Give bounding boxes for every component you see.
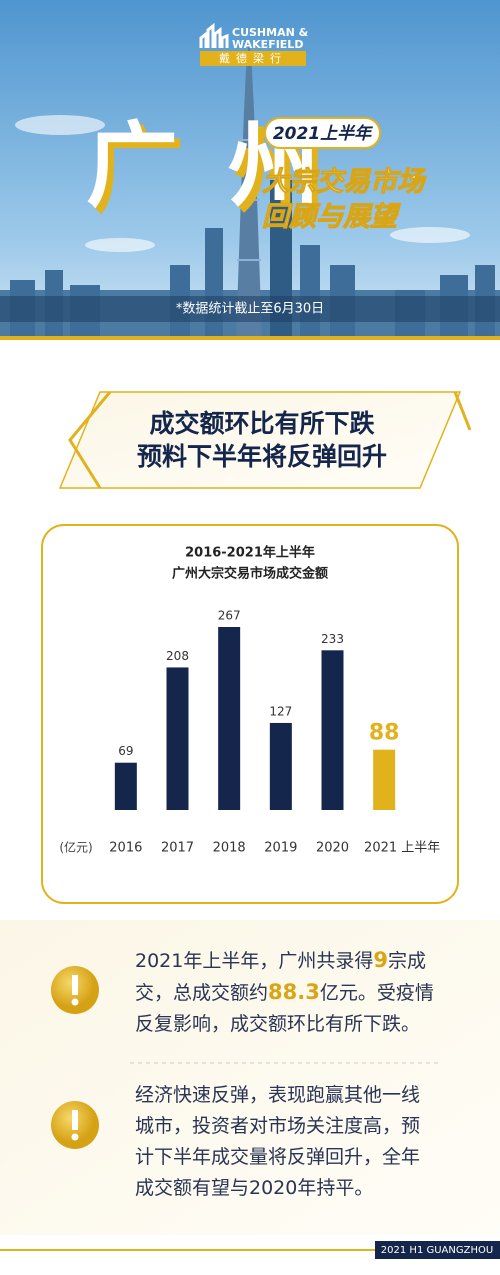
chart-subtitle: 广州大宗交易市场成交金额 <box>172 566 328 582</box>
x-tick-label: 2021 上半年 <box>364 841 440 856</box>
footer-box <box>375 1241 500 1259</box>
icon <box>51 966 99 1014</box>
bar <box>321 650 344 810</box>
x-tick-label: 2020 <box>316 841 349 856</box>
x-tick-label: 2018 <box>213 841 246 856</box>
paragraph-text: 2021年上半年，广州共录得 <box>135 950 374 972</box>
header-title: 大宗交易市场 <box>262 167 427 198</box>
unit: (亿元) <box>59 840 92 855</box>
clouds <box>15 115 470 252</box>
value-label: 127 <box>269 704 292 718</box>
header-line <box>0 336 500 340</box>
x-tick-label: 2019 <box>264 841 297 856</box>
paragraph-text: 88.3 <box>268 980 320 1004</box>
x-tick-label: 2016 <box>109 841 142 856</box>
note: *数据统计截止至6月30日 <box>176 302 324 317</box>
paragraph-text: 亿元。受疫情反复影响，成交额环比有所下跌。 <box>135 982 434 1035</box>
logo-en: WAKEFIELD <box>232 38 303 51</box>
bar <box>269 722 292 810</box>
chart-title: 2016-2021年上半年 <box>185 545 315 561</box>
value-label: 88 <box>369 721 400 746</box>
footer: 2021 H1 GUANGZHOU <box>381 1245 493 1256</box>
headline-frame <box>58 391 472 489</box>
header-title: 回顾与展望 <box>262 202 401 233</box>
headline: 预料下半年将反弹回升 <box>137 442 387 471</box>
paragraph-text: 宗成交，总成交额约 <box>135 950 426 1004</box>
x-tick-label: 2017 <box>161 841 194 856</box>
logo-cn: 戴德梁行 <box>219 51 287 65</box>
note-strip <box>0 296 500 322</box>
paragraph: 2021年上半年，广州共录得9宗成交，总成交额约88.3亿元。受疫情反复影响，成… <box>135 945 435 1040</box>
bar <box>166 667 189 810</box>
bar <box>114 762 137 810</box>
headline: 成交额环比有所下跌 <box>149 409 374 438</box>
bar <box>218 627 241 810</box>
value-label: 233 <box>321 632 344 646</box>
paragraph-text: 经济快速反弹，表现跑赢其他一线城市，投资者对市场关注度高，预计下半年成交量将反弹… <box>135 1084 421 1199</box>
paragraph: 经济快速反弹，表现跑赢其他一线城市，投资者对市场关注度高，预计下半年成交量将反弹… <box>135 1080 435 1204</box>
paragraph-text: 9 <box>373 948 388 972</box>
logo: CUSHMAN & WAKEFIELD 戴德梁行 <box>199 22 309 66</box>
value-label: 69 <box>118 744 133 758</box>
bar <box>373 749 396 810</box>
logo-en: CUSHMAN & <box>232 26 309 39</box>
period-pill <box>264 117 381 149</box>
value-label: 267 <box>218 609 241 623</box>
icon <box>51 1101 99 1149</box>
chart-card <box>41 524 459 904</box>
value-label: 208 <box>166 649 189 663</box>
period: 2021上半年 <box>273 124 373 144</box>
